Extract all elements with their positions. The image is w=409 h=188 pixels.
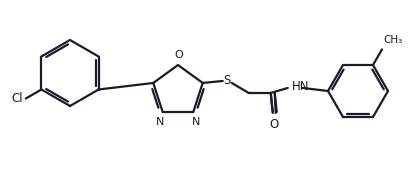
Text: CH₃: CH₃ (383, 35, 402, 45)
Text: N: N (155, 117, 164, 127)
Text: Cl: Cl (11, 92, 23, 105)
Text: S: S (223, 74, 230, 87)
Text: HN: HN (292, 80, 309, 93)
Text: O: O (269, 118, 279, 131)
Text: N: N (192, 117, 200, 127)
Text: O: O (175, 50, 183, 60)
